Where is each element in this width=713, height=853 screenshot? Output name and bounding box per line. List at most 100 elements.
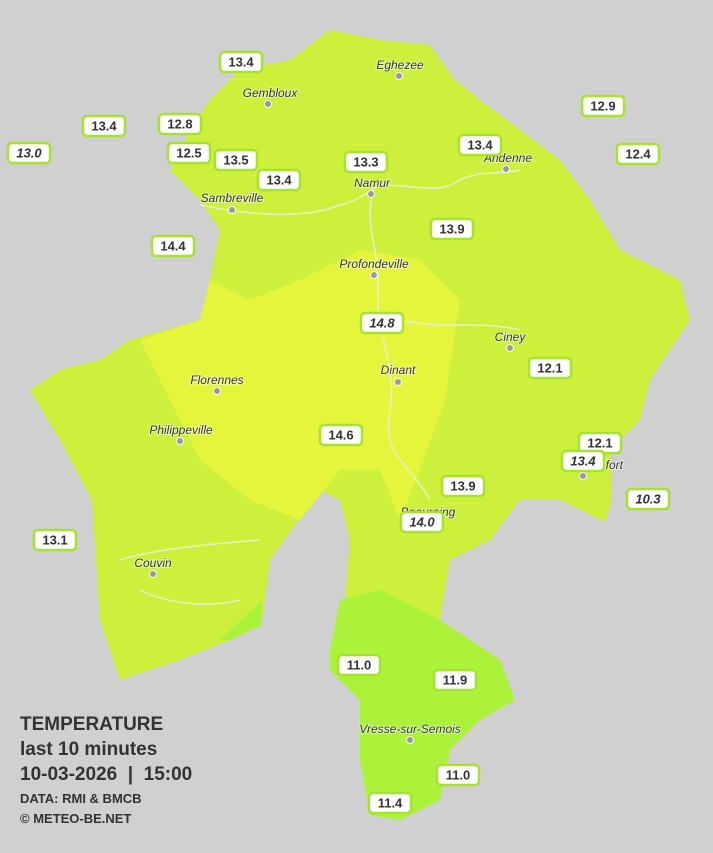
city-label: Dinant: [381, 363, 416, 377]
title-block: TEMPERATURE last 10 minutes 10-03-2026 |…: [20, 714, 192, 826]
station-value: 11.0: [347, 658, 372, 673]
cool-zone: [220, 600, 262, 640]
timestamp: 10-03-2026 | 15:00: [20, 764, 192, 785]
station-value: 13.5: [223, 153, 248, 168]
station-value: 13.4: [266, 173, 292, 188]
station-label: 14.8: [359, 311, 405, 335]
station-box: [359, 311, 405, 335]
credit: © METEO-BE.NET: [20, 811, 131, 826]
station-value: 12.5: [176, 146, 201, 161]
station-value: 12.4: [625, 147, 651, 162]
station-value: 12.1: [537, 361, 562, 376]
station-box: [367, 791, 413, 815]
station-value: 13.4: [570, 454, 596, 469]
city-dot: [367, 190, 375, 198]
city-label: Eghezee: [376, 58, 424, 72]
station-box: [435, 763, 481, 787]
station-label: 11.0: [336, 653, 382, 677]
city-label: Florennes: [190, 373, 243, 387]
station-box: [440, 474, 486, 498]
station-label: 13.0: [6, 141, 52, 165]
station-box: [399, 510, 445, 534]
title: TEMPERATURE: [20, 714, 163, 735]
city-label: Sambreville: [201, 191, 264, 205]
station-value: 12.8: [167, 117, 192, 132]
city-dot: [506, 344, 514, 352]
station-value: 13.3: [353, 155, 378, 170]
city-label: Profondeville: [339, 257, 409, 271]
station-box: [457, 133, 503, 157]
city-dot: [370, 271, 378, 279]
station-box: [256, 168, 302, 192]
river: [119, 169, 521, 605]
station-label: 10.3: [625, 487, 671, 511]
station-box: [343, 150, 389, 174]
station-label: 12.5: [166, 141, 212, 165]
station-label: 12.8: [157, 112, 203, 136]
station-label: 13.4: [457, 133, 503, 157]
city-dot: [394, 378, 402, 386]
station-label: 14.6: [318, 423, 364, 447]
station-box: [527, 356, 573, 380]
station-box: [32, 528, 78, 552]
station-value: 14.0: [409, 515, 435, 530]
cool-zone: [330, 590, 515, 820]
station-value: 14.8: [369, 316, 395, 331]
station-label: 12.4: [615, 142, 661, 166]
station-value: 11.9: [443, 673, 468, 688]
station-label: 13.4: [218, 50, 264, 74]
station-label: 14.4: [150, 234, 196, 258]
station-label: 13.4: [256, 168, 302, 192]
city-dot: [264, 100, 272, 108]
station-value: 12.9: [590, 99, 615, 114]
station-box: [625, 487, 671, 511]
station-value: 10.3: [635, 492, 661, 507]
station-label: 13.1: [32, 528, 78, 552]
station-box: [6, 141, 52, 165]
station-box: [218, 50, 264, 74]
station-label: 11.9: [432, 668, 478, 692]
station-value: 14.6: [328, 428, 353, 443]
station-box: [166, 141, 212, 165]
station-box: [429, 217, 475, 241]
station-box: [580, 94, 626, 118]
station-value: 13.4: [91, 119, 117, 134]
station-box: [150, 234, 196, 258]
city-dot: [176, 437, 184, 445]
station-label: 13.3: [343, 150, 389, 174]
station-label: 11.4: [367, 791, 413, 815]
city-dot: [149, 570, 157, 578]
station-value: 12.1: [587, 436, 612, 451]
city-label: Couvin: [134, 556, 172, 570]
city-dot: [502, 165, 510, 173]
city-dot: [395, 72, 403, 80]
station-label: 11.0: [435, 763, 481, 787]
station-box: [81, 114, 127, 138]
station-label: 12.1: [527, 356, 573, 380]
credit: DATA: RMI & BMCB: [20, 791, 142, 806]
station-value: 14.4: [160, 239, 186, 254]
station-label: 13.4: [81, 114, 127, 138]
city-dot: [213, 387, 221, 395]
station-label: 12.1: [577, 431, 623, 455]
station-label: 13.5: [213, 148, 259, 172]
station-label: 14.0: [399, 510, 445, 534]
station-value: 13.0: [16, 146, 42, 161]
station-box: [432, 668, 478, 692]
city-dot: [579, 472, 587, 480]
station-label: 13.9: [440, 474, 486, 498]
city-label: Ciney: [495, 330, 527, 344]
station-label: 13.4: [560, 449, 606, 473]
city-label: Vresse-sur-Semois: [359, 722, 461, 736]
station-value: 13.4: [467, 138, 493, 153]
station-box: [157, 112, 203, 136]
city-label: Philippeville: [149, 423, 213, 437]
city-dot: [406, 736, 414, 744]
station-value: 13.1: [42, 533, 67, 548]
station-label: 12.9: [580, 94, 626, 118]
station-box: [336, 653, 382, 677]
subtitle: last 10 minutes: [20, 739, 157, 760]
station-value: 13.9: [439, 222, 464, 237]
